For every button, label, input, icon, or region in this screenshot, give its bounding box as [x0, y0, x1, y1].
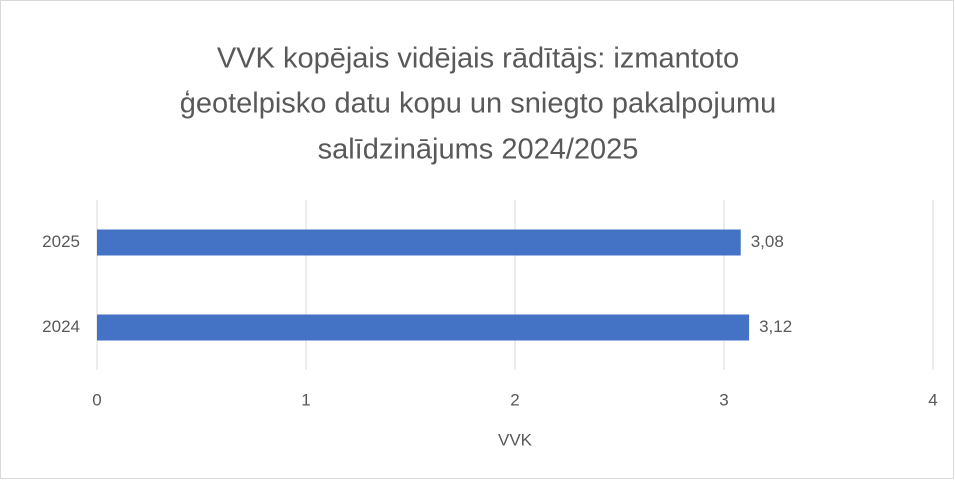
y-tick-label: 2025	[42, 232, 80, 251]
bar	[97, 229, 741, 256]
x-tick-label: 3	[719, 390, 728, 409]
chart-title: ģeotelpisko datu kopu un sniegto pakalpo…	[180, 88, 777, 120]
x-tick-label: 4	[928, 390, 937, 409]
data-label: 3,08	[751, 232, 784, 251]
chart-title: VVK kopējais vidējais rādītājs: izmantot…	[217, 43, 739, 75]
data-label: 3,12	[759, 317, 792, 336]
x-tick-label: 2	[510, 390, 519, 409]
x-tick-label: 1	[301, 390, 310, 409]
y-tick-label: 2024	[42, 317, 80, 336]
x-axis-label: VVK	[498, 430, 533, 449]
x-tick-label: 0	[92, 390, 101, 409]
chart-title: salīdzinājums 2024/2025	[318, 134, 639, 166]
bar	[97, 314, 750, 341]
